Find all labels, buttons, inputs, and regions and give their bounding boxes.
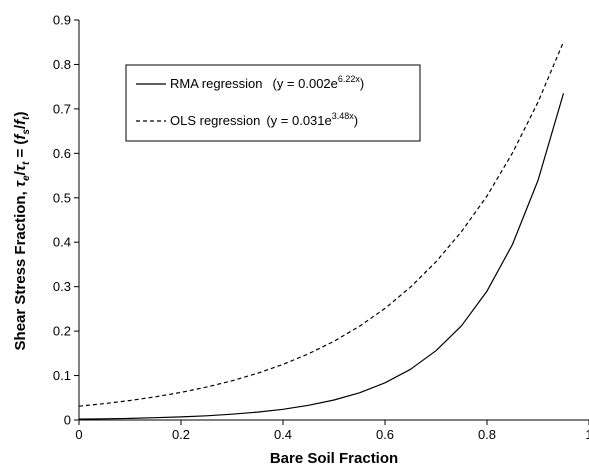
y-tick-label: 0.4: [53, 235, 71, 250]
series-line-rma: [78, 93, 565, 420]
series-layer: [78, 41, 565, 420]
legend: RMA regression (y = 0.002e6.22x) OLS regr…: [125, 64, 421, 142]
y-tick-label: 0.8: [53, 57, 71, 72]
x-axis-ticks: 0 0.2 0.4 0.6 0.8 1: [75, 420, 589, 442]
series-line-ols: [78, 41, 565, 407]
x-tick-label: 0.4: [274, 427, 292, 442]
x-tick-label: 0.2: [172, 427, 190, 442]
legend-label-ols: OLS regression (y = 0.031e3.48x): [170, 111, 358, 128]
x-tick-label: 1: [585, 427, 589, 442]
y-tick-label: 0.5: [53, 190, 71, 205]
y-tick-label: 0.2: [53, 324, 71, 339]
legend-label-rma: RMA regression (y = 0.002e6.22x): [170, 74, 364, 91]
legend-box: [125, 64, 421, 142]
plot-area: [78, 20, 589, 421]
y-tick-label: 0.7: [53, 101, 71, 116]
x-tick-label: 0: [75, 427, 82, 442]
y-tick-label: 0.6: [53, 146, 71, 161]
x-tick-label: 0.8: [478, 427, 496, 442]
y-tick-label: 0.3: [53, 279, 71, 294]
x-axis-title: Bare Soil Fraction: [270, 450, 398, 467]
y-axis-title: Shear Stress Fraction, τe/τt = (fs/ft): [12, 112, 32, 351]
y-tick-label: 0: [64, 413, 71, 428]
x-tick-label: 0.6: [376, 427, 394, 442]
y-tick-label: 0.9: [53, 13, 71, 28]
y-axis-ticks: 0 0.1 0.2 0.3 0.4 0.5 0.6 0.7 0.8 0.9: [53, 13, 79, 428]
y-tick-label: 0.1: [53, 368, 71, 383]
